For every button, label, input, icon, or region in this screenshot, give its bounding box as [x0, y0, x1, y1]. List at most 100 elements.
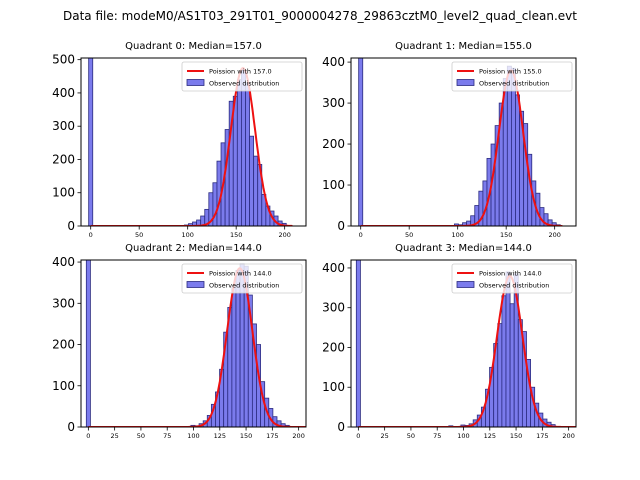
y-tick-label: 500 — [52, 53, 75, 67]
y-tick-label: 400 — [322, 55, 345, 69]
y-tick-label: 100 — [52, 379, 75, 393]
subplot-title: Quadrant 1: Median=155.0 — [395, 41, 532, 52]
legend-box — [451, 263, 573, 294]
x-tick-label: 0 — [356, 432, 360, 440]
legend-label-poisson: Poission with 157.0 — [209, 68, 272, 76]
poisson-curve — [358, 274, 576, 427]
legend-box — [451, 61, 573, 92]
x-tick-label: 200 — [562, 432, 574, 440]
x-tick-label: 75 — [163, 432, 171, 440]
histogram-bar — [236, 79, 242, 226]
subplot-quadrant-0: Quadrant 0: Median=157.0 0 50 100 150 200 0 100… — [52, 41, 307, 239]
legend-label-observed: Observed distribution — [209, 80, 279, 88]
legend-label-poisson: Poission with 155.0 — [479, 68, 542, 76]
axes-frame — [350, 57, 577, 227]
legend: Poission with 144.0 Observed distribution — [181, 263, 303, 294]
x-tick-label: 150 — [240, 432, 252, 440]
axes-frame — [80, 57, 307, 227]
y-tick-label: 0 — [67, 420, 75, 434]
histogram-bar — [232, 95, 238, 226]
y-tick-label: 300 — [322, 301, 345, 315]
legend-label-poisson: Poission with 144.0 — [479, 270, 542, 278]
legend-box — [181, 263, 303, 294]
poisson-curve — [88, 267, 306, 427]
legend-label-observed: Observed distribution — [479, 80, 549, 88]
x-tick-label: 50 — [405, 231, 413, 239]
legend-label-observed: Observed distribution — [479, 282, 549, 290]
histogram-bar-zero — [85, 260, 91, 427]
x-tick-label: 175 — [536, 432, 548, 440]
x-tick-label: 200 — [292, 432, 304, 440]
x-tick-label: 50 — [137, 432, 145, 440]
legend: Poission with 157.0 Observed distribution — [181, 61, 303, 92]
x-tick-label: 150 — [230, 231, 242, 239]
histogram-bar-zero — [358, 58, 364, 226]
plot-area — [358, 58, 563, 226]
y-tick-label: 0 — [337, 219, 345, 233]
y-tick-label: 200 — [52, 338, 75, 352]
histogram-bar — [235, 269, 241, 427]
x-tick-label: 150 — [510, 432, 522, 440]
x-tick-label: 200 — [278, 231, 290, 239]
x-tick-label: 0 — [359, 231, 363, 239]
subplot-quadrant-1: Quadrant 1: Median=155.0 0 50 100 150 200 0 100… — [322, 41, 577, 239]
poisson-curve — [360, 69, 563, 226]
y-tick-label: 400 — [322, 261, 345, 275]
subplot-grid: Quadrant 0: Median=157.0 0 50 100 150 200 0 100… — [52, 41, 577, 440]
subplot-quadrant-2: Quadrant 2: Median=144.0 0 25 50 75 100 125 150… — [52, 243, 307, 440]
legend-bar-swatch — [456, 281, 475, 288]
legend-box — [181, 61, 303, 92]
y-tick-label: 300 — [52, 296, 75, 310]
subplot-title: Quadrant 3: Median=144.0 — [395, 243, 532, 254]
x-tick-label: 0 — [89, 231, 93, 239]
legend-bar-swatch — [456, 79, 475, 86]
plot-area — [355, 260, 576, 427]
histogram-bar — [253, 155, 259, 226]
x-tick-label: 175 — [266, 432, 278, 440]
histogram-bar — [501, 295, 507, 427]
histogram-bar — [515, 94, 520, 226]
histogram-bar — [241, 69, 246, 226]
y-tick-label: 0 — [337, 420, 345, 434]
y-tick-label: 200 — [52, 152, 75, 166]
histogram-bar — [231, 286, 237, 427]
x-tick-label: 100 — [181, 231, 193, 239]
x-tick-label: 0 — [86, 432, 90, 440]
y-tick-label: 400 — [52, 86, 75, 100]
y-tick-label: 100 — [322, 380, 345, 394]
subplot-quadrant-3: Quadrant 3: Median=144.0 0 25 50 75 100 125 150… — [322, 243, 577, 440]
y-tick-label: 300 — [322, 96, 345, 110]
histogram-bar — [505, 271, 511, 427]
x-tick-label: 75 — [433, 432, 441, 440]
y-tick-label: 200 — [322, 137, 345, 151]
legend: Poission with 144.0 Observed distribution — [451, 263, 573, 294]
legend: Poission with 155.0 Observed distribution — [451, 61, 573, 92]
histogram-bar-zero — [355, 260, 361, 427]
plot-area — [88, 58, 293, 226]
histogram-bar — [509, 303, 515, 427]
figure-suptitle: Data file: modeM0/AS1T03_291T01_90000042… — [63, 9, 577, 23]
histogram-bar — [212, 182, 218, 226]
x-tick-label: 25 — [111, 432, 119, 440]
histogram-bar — [249, 135, 255, 226]
x-tick-label: 25 — [381, 432, 389, 440]
x-tick-label: 100 — [457, 432, 469, 440]
y-tick-label: 300 — [52, 119, 75, 133]
histogram-bar-zero — [88, 58, 94, 226]
y-tick-label: 200 — [322, 340, 345, 354]
x-tick-label: 100 — [451, 231, 463, 239]
y-tick-label: 100 — [52, 186, 75, 200]
legend-bar-swatch — [186, 281, 205, 288]
legend-bar-swatch — [186, 79, 205, 86]
plot-area — [85, 260, 306, 427]
x-tick-label: 50 — [135, 231, 143, 239]
y-tick-label: 0 — [67, 219, 75, 233]
y-tick-label: 100 — [322, 178, 345, 192]
histogram-bar — [497, 323, 503, 427]
subplot-title: Quadrant 0: Median=157.0 — [125, 41, 262, 52]
poisson-curve — [90, 66, 293, 226]
x-tick-label: 125 — [484, 432, 496, 440]
x-tick-label: 100 — [187, 432, 199, 440]
histogram-bar — [551, 222, 557, 226]
